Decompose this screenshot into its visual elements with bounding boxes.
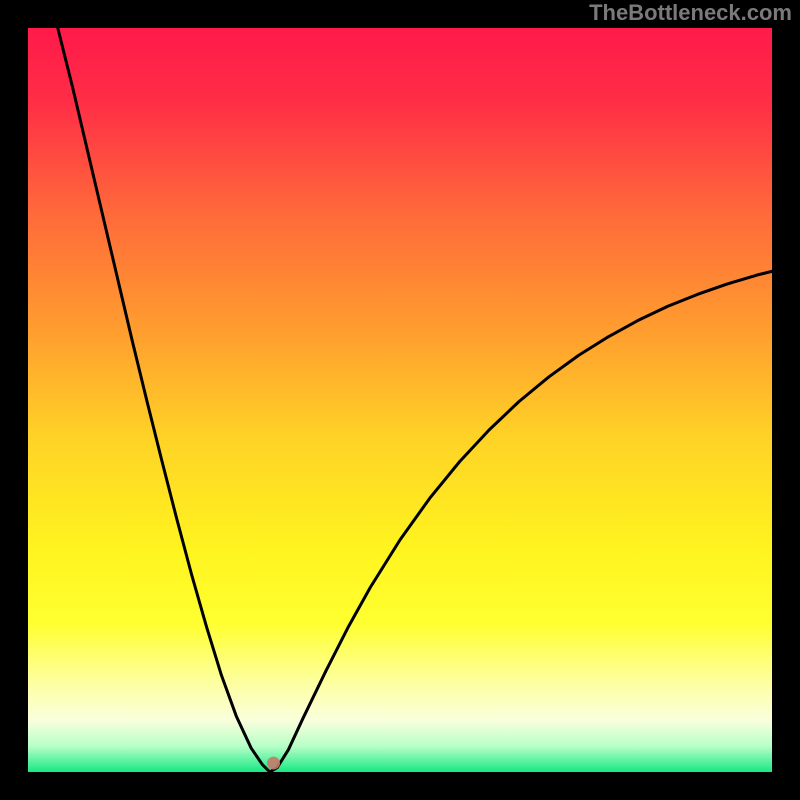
minimum-marker	[267, 757, 280, 770]
chart-container: TheBottleneck.com	[0, 0, 800, 800]
watermark-text: TheBottleneck.com	[589, 0, 792, 26]
gradient-background	[28, 28, 772, 772]
plot-area	[28, 28, 772, 772]
chart-svg	[28, 28, 772, 772]
